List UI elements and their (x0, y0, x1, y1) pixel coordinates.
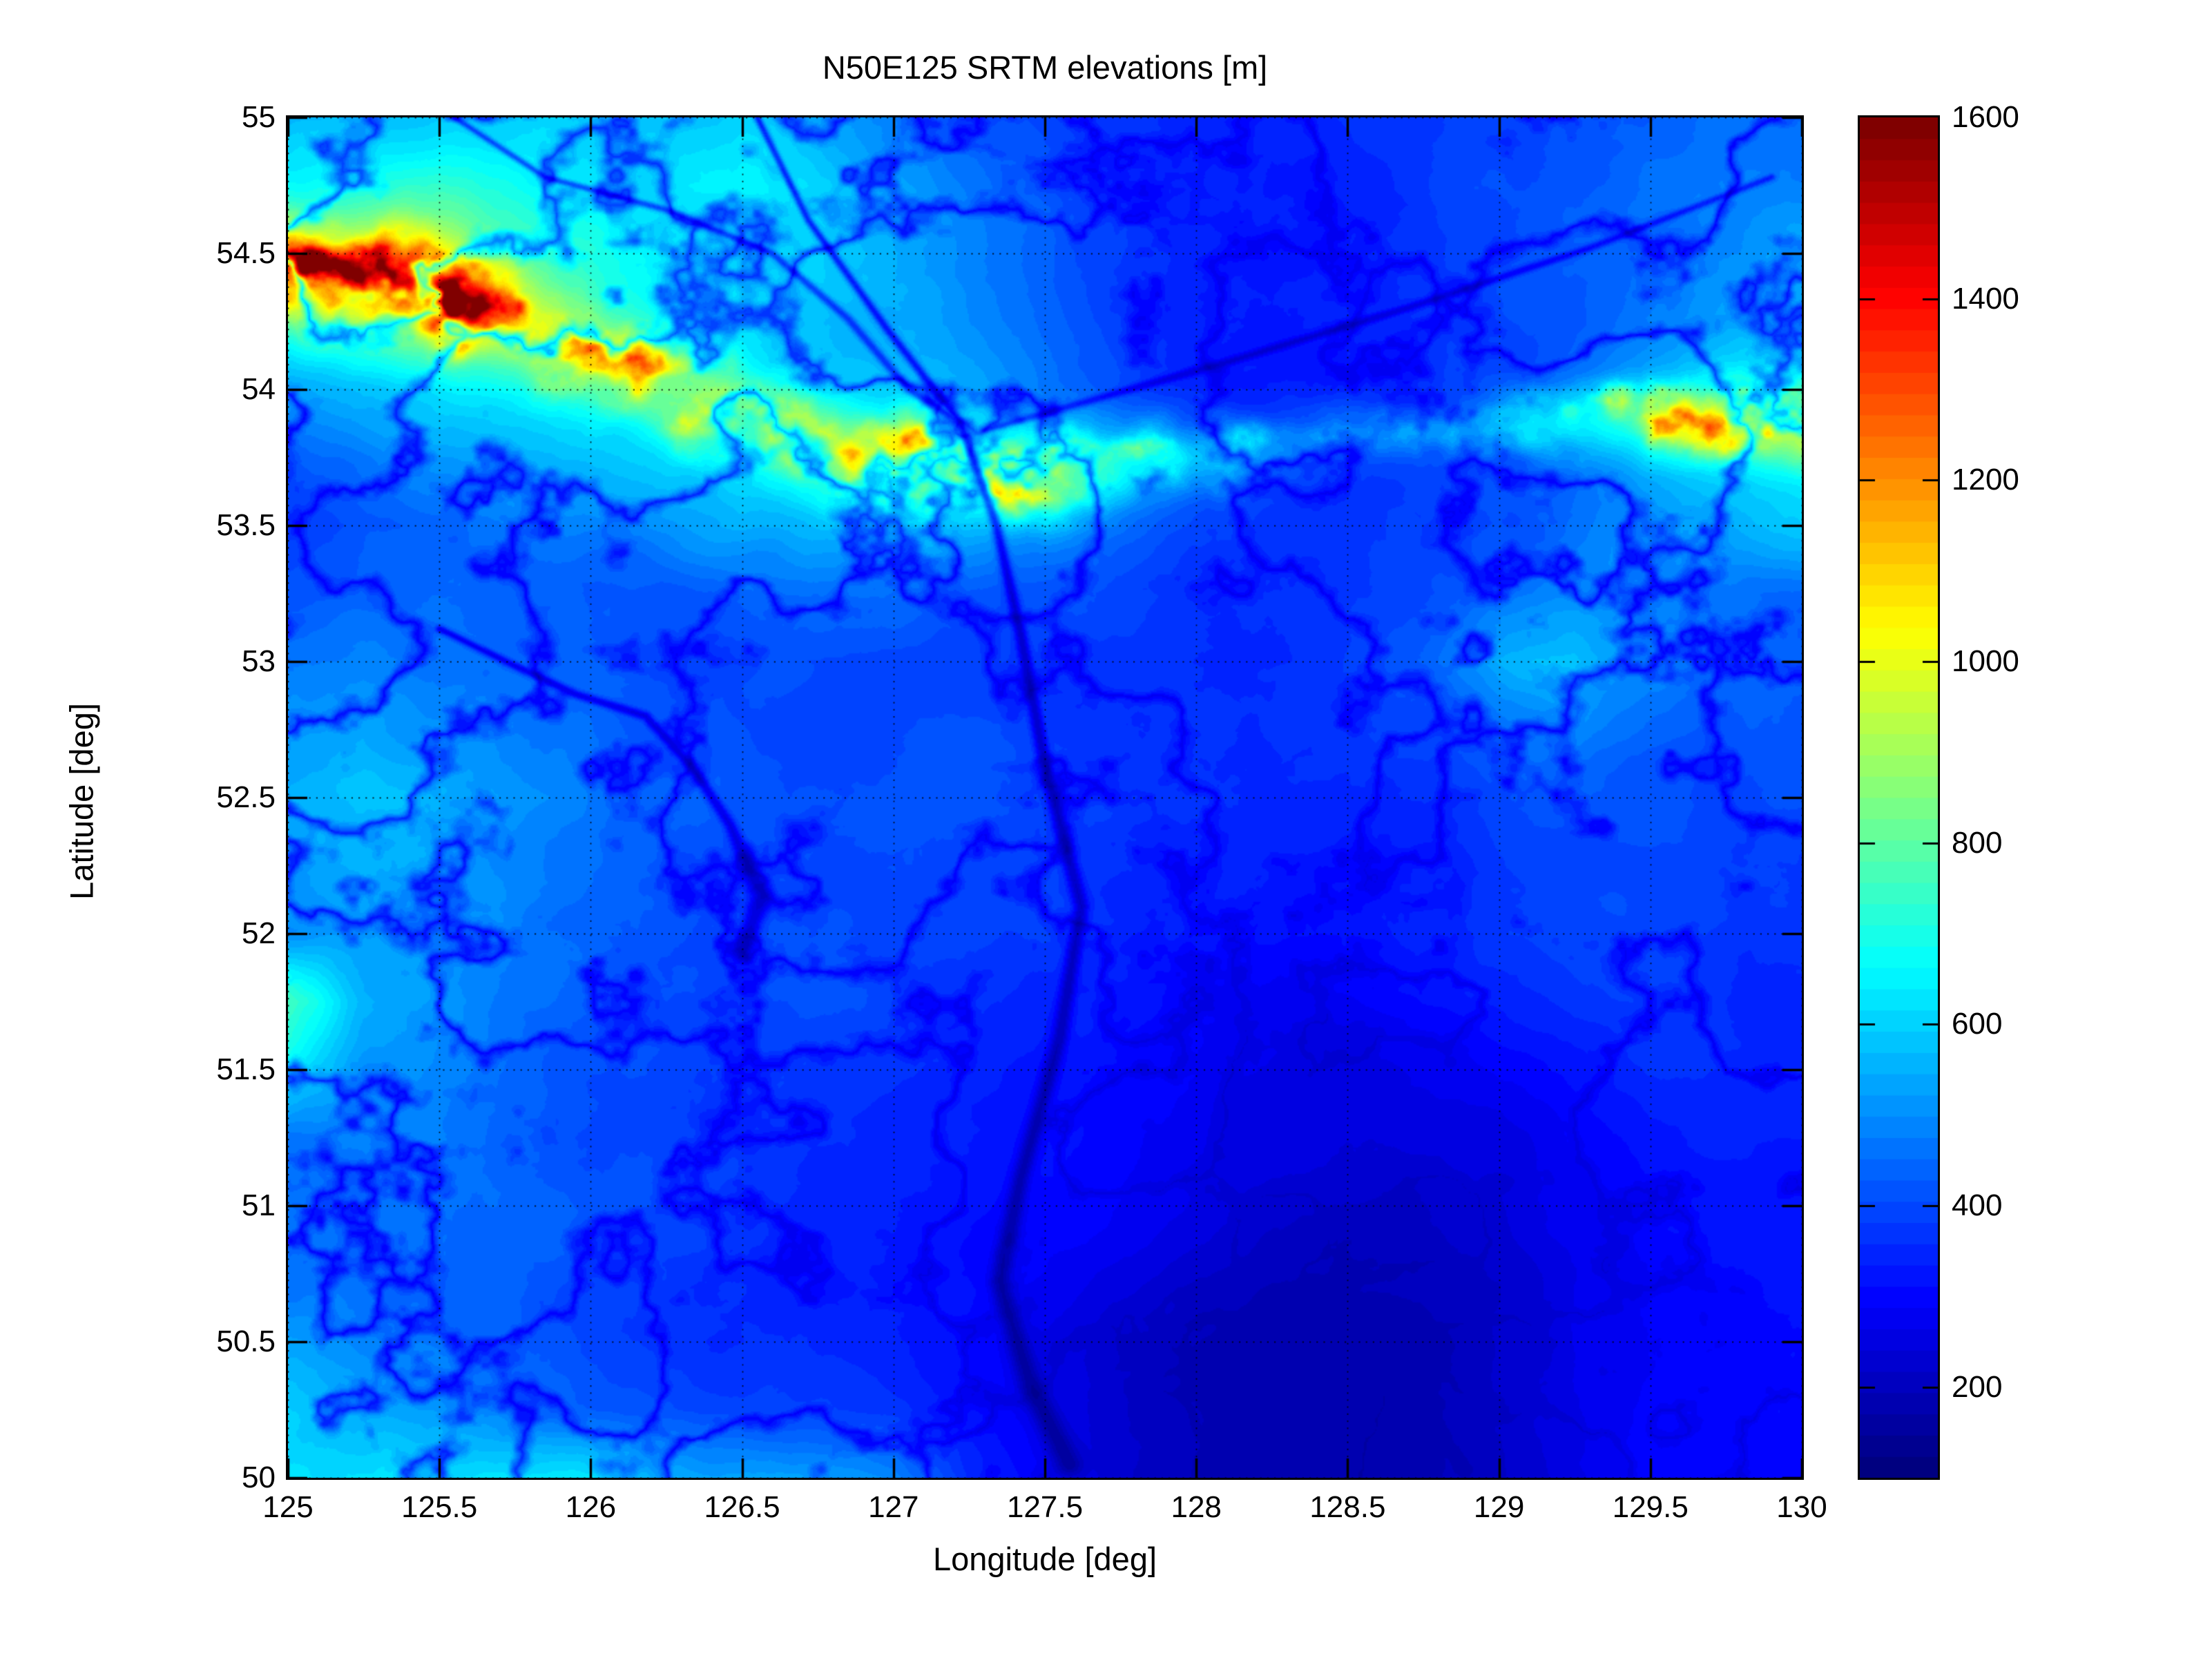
colorbar-tick-label: 1000 (1952, 644, 2019, 678)
y-tick-label: 53 (242, 644, 276, 678)
x-tick-label: 127.5 (1006, 1490, 1084, 1524)
y-tick-label: 54 (242, 372, 276, 406)
y-tick-label: 51.5 (216, 1052, 276, 1086)
x-tick-label: 129.5 (1612, 1490, 1689, 1524)
x-tick-label: 126 (565, 1490, 617, 1524)
colorbar (1858, 115, 1940, 1480)
y-tick-label: 54.5 (216, 236, 276, 270)
plot-title: N50E125 SRTM elevations [m] (822, 49, 1268, 86)
x-tick-label: 128 (1171, 1490, 1222, 1524)
y-axis-label: Latitude [deg] (63, 703, 100, 900)
x-tick-label: 130 (1776, 1490, 1827, 1524)
x-tick-label: 125 (262, 1490, 314, 1524)
y-tick-label: 51 (242, 1188, 276, 1222)
grid-ticks-overlay-canvas (288, 117, 1802, 1478)
y-tick-label: 52 (242, 916, 276, 950)
y-tick-label: 50.5 (216, 1324, 276, 1358)
colorbar-tick-label: 200 (1952, 1369, 2003, 1404)
y-tick-label: 55 (242, 100, 276, 134)
y-tick-label: 50 (242, 1461, 276, 1494)
x-tick-label: 129 (1473, 1490, 1525, 1524)
colorbar-tick-label: 1200 (1952, 463, 2019, 497)
colorbar-tick-label: 1400 (1952, 281, 2019, 316)
x-tick-label: 127 (868, 1490, 919, 1524)
x-tick-label: 125.5 (401, 1490, 478, 1524)
y-tick-label: 53.5 (216, 508, 276, 542)
y-tick-label: 52.5 (216, 780, 276, 814)
colorbar-tick-label: 1600 (1952, 100, 2019, 134)
map-plot-area (286, 115, 1804, 1480)
x-tick-label: 126.5 (704, 1490, 780, 1524)
colorbar-tick-label: 600 (1952, 1007, 2003, 1041)
colorbar-canvas (1860, 117, 1938, 1478)
colorbar-tick-label: 800 (1952, 825, 2003, 860)
colorbar-tick-label: 400 (1952, 1188, 2003, 1222)
x-tick-label: 128.5 (1309, 1490, 1386, 1524)
x-axis-label: Longitude [deg] (932, 1541, 1157, 1577)
